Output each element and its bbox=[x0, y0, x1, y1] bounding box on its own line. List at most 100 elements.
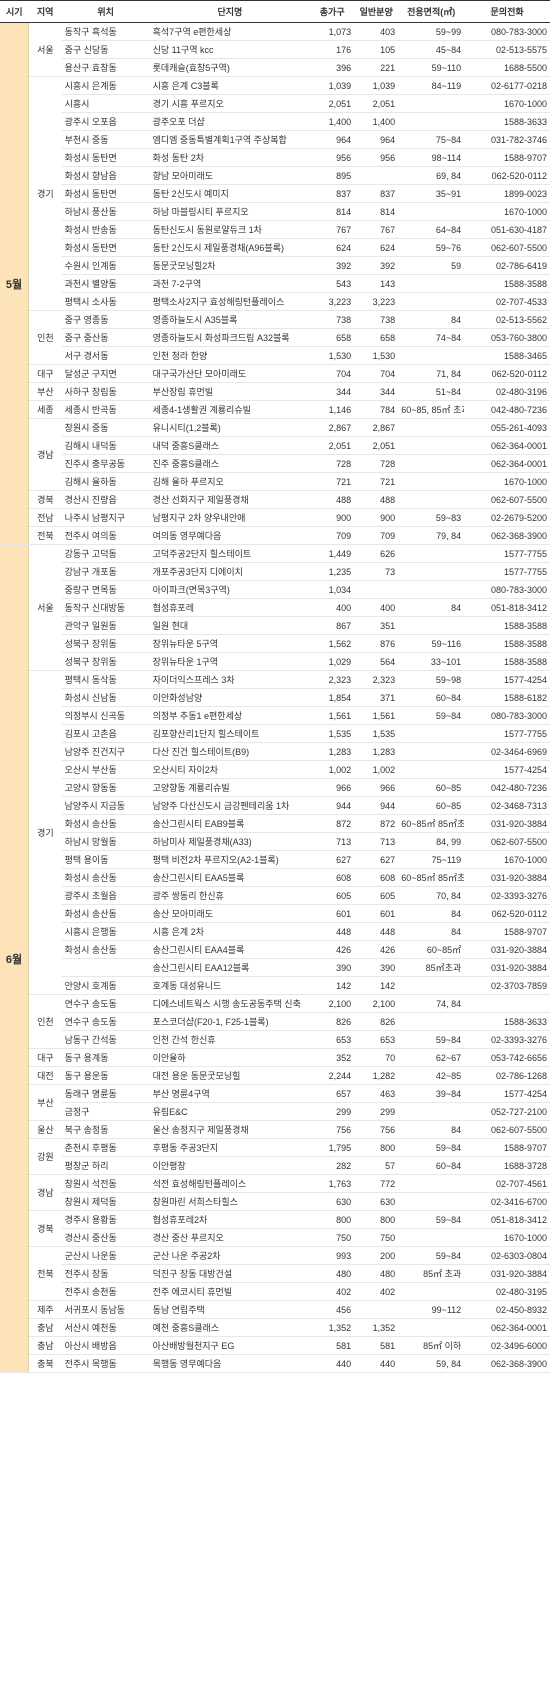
location-cell: 하남시 풍산동 bbox=[62, 203, 150, 221]
table-row: 시흥시경기 시흥 푸르지오2,0512,0511670-1000 bbox=[0, 95, 550, 113]
location-cell: 광주시 초월읍 bbox=[62, 887, 150, 905]
period-cell: 6월 bbox=[0, 545, 29, 1373]
region-cell: 경기 bbox=[29, 671, 62, 995]
table-row: 부산동래구 명륜동부산 명륜4구역65746339~841577-4254 bbox=[0, 1085, 550, 1103]
total-cell: 1,002 bbox=[310, 761, 354, 779]
tel-cell: 080-783-3000 bbox=[464, 707, 550, 725]
general-cell: 2,100 bbox=[354, 995, 398, 1013]
total-cell: 966 bbox=[310, 779, 354, 797]
general-cell: 837 bbox=[354, 185, 398, 203]
name-cell: 오산시티 자이2차 bbox=[150, 761, 311, 779]
name-cell: 내덕 중흥S클래스 bbox=[150, 437, 311, 455]
region-cell: 경남 bbox=[29, 419, 62, 491]
area-cell: 64~84 bbox=[398, 221, 464, 239]
area-cell bbox=[398, 437, 464, 455]
tel-cell: 031-920-3884 bbox=[464, 1265, 550, 1283]
name-cell: 이안화성남양 bbox=[150, 689, 311, 707]
tel-cell: 1577-7755 bbox=[464, 563, 550, 581]
total-cell: 396 bbox=[310, 59, 354, 77]
name-cell: 동문굿모닝힐2차 bbox=[150, 257, 311, 275]
area-cell: 84 bbox=[398, 1121, 464, 1139]
table-row: 화성시 신남동이안화성남양1,85437160~841588-6182 bbox=[0, 689, 550, 707]
location-cell: 창원시 중동 bbox=[62, 419, 150, 437]
total-cell: 488 bbox=[310, 491, 354, 509]
location-cell: 사하구 장림동 bbox=[62, 383, 150, 401]
total-cell: 814 bbox=[310, 203, 354, 221]
location-cell: 김해시 내덕동 bbox=[62, 437, 150, 455]
area-cell: 85㎡ 초과 bbox=[398, 1265, 464, 1283]
general-cell: 630 bbox=[354, 1193, 398, 1211]
area-cell: 74, 84 bbox=[398, 995, 464, 1013]
total-cell: 1,854 bbox=[310, 689, 354, 707]
tel-cell: 042-480-7236 bbox=[464, 779, 550, 797]
tel-cell: 1588-9707 bbox=[464, 923, 550, 941]
area-cell: 59 bbox=[398, 257, 464, 275]
total-cell: 964 bbox=[310, 131, 354, 149]
tel-cell: 1588-3633 bbox=[464, 1013, 550, 1031]
table-row: 평창군 하리이안평창2825760~841688-3728 bbox=[0, 1157, 550, 1175]
location-cell: 동구 용운동 bbox=[62, 1067, 150, 1085]
table-row: 경기평택시 동삭동자이더익스프레스 3차2,3232,32359~981577-… bbox=[0, 671, 550, 689]
area-cell bbox=[398, 491, 464, 509]
general-cell: 371 bbox=[354, 689, 398, 707]
location-cell: 군산시 나운동 bbox=[62, 1247, 150, 1265]
tel-cell: 02-6177-0218 bbox=[464, 77, 550, 95]
location-cell: 창원시 석전동 bbox=[62, 1175, 150, 1193]
tel-cell: 02-786-6419 bbox=[464, 257, 550, 275]
table-row: 광주시 초월읍광주 쌍동리 한신휴60560570, 8402-3393-327… bbox=[0, 887, 550, 905]
location-cell: 강남구 개포동 bbox=[62, 563, 150, 581]
tel-cell: 02-3393-3276 bbox=[464, 1031, 550, 1049]
name-cell: 송산그린시티 EAA12블록 bbox=[150, 959, 311, 977]
tel-cell: 053-760-3800 bbox=[464, 329, 550, 347]
location-cell: 경주시 용황동 bbox=[62, 1211, 150, 1229]
area-cell bbox=[398, 419, 464, 437]
total-cell: 1,795 bbox=[310, 1139, 354, 1157]
table-row: 중구 신당동신당 11구역 kcc17610545~8402-513-5575 bbox=[0, 41, 550, 59]
name-cell: 화성 동탄 2차 bbox=[150, 149, 311, 167]
tel-cell: 031-920-3884 bbox=[464, 959, 550, 977]
general-cell: 826 bbox=[354, 1013, 398, 1031]
region-cell: 세종 bbox=[29, 401, 62, 419]
table-row: 강남구 개포동개포주공3단지 디에이치1,235731577-7755 bbox=[0, 563, 550, 581]
total-cell: 1,029 bbox=[310, 653, 354, 671]
tel-cell: 080-783-3000 bbox=[464, 23, 550, 41]
location-cell: 남양주시 지금동 bbox=[62, 797, 150, 815]
location-cell: 연수구 송도동 bbox=[62, 1013, 150, 1031]
tel-cell: 1577-7755 bbox=[464, 545, 550, 563]
general-cell: 564 bbox=[354, 653, 398, 671]
area-cell bbox=[398, 347, 464, 365]
area-cell bbox=[398, 293, 464, 311]
table-row: 충남아산시 배방읍아산배방월천지구 EG58158185㎡ 이하02-3496-… bbox=[0, 1337, 550, 1355]
area-cell: 59~99 bbox=[398, 23, 464, 41]
region-cell: 경남 bbox=[29, 1175, 62, 1211]
area-cell bbox=[398, 1319, 464, 1337]
location-cell: 달성군 구지면 bbox=[62, 365, 150, 383]
name-cell: 경산 선화지구 제일풍경채 bbox=[150, 491, 311, 509]
area-cell bbox=[398, 275, 464, 293]
region-cell: 대구 bbox=[29, 1049, 62, 1067]
location-cell: 화성시 송산동 bbox=[62, 869, 150, 887]
table-row: 수원시 인계동동문굿모닝힐2차3923925902-786-6419 bbox=[0, 257, 550, 275]
total-cell: 1,073 bbox=[310, 23, 354, 41]
location-cell: 화성시 신남동 bbox=[62, 689, 150, 707]
name-cell: 호계동 대성유니드 bbox=[150, 977, 311, 995]
area-cell: 42~85 bbox=[398, 1067, 464, 1085]
general-cell: 392 bbox=[354, 257, 398, 275]
tel-cell: 1588-9707 bbox=[464, 149, 550, 167]
total-cell: 480 bbox=[310, 1265, 354, 1283]
table-row: 경북경산시 진량읍경산 선화지구 제일풍경채488488062-607-5500 bbox=[0, 491, 550, 509]
tel-cell: 031-920-3884 bbox=[464, 815, 550, 833]
tel-cell: 1588-6182 bbox=[464, 689, 550, 707]
general-cell: 73 bbox=[354, 563, 398, 581]
general-cell: 624 bbox=[354, 239, 398, 257]
name-cell: 하남미사 제일풍경채(A33) bbox=[150, 833, 311, 851]
table-row: 대구달성군 구지면대구국가산단 모아미래도70470471, 84062-520… bbox=[0, 365, 550, 383]
area-cell: 59~83 bbox=[398, 509, 464, 527]
tel-cell bbox=[464, 995, 550, 1013]
location-cell: 고양시 향동동 bbox=[62, 779, 150, 797]
name-cell: 영종하늘도시 A35블록 bbox=[150, 311, 311, 329]
area-cell: 75~84 bbox=[398, 131, 464, 149]
total-cell: 1,535 bbox=[310, 725, 354, 743]
name-cell: 이안율하 bbox=[150, 1049, 311, 1067]
location-cell: 중랑구 면목동 bbox=[62, 581, 150, 599]
